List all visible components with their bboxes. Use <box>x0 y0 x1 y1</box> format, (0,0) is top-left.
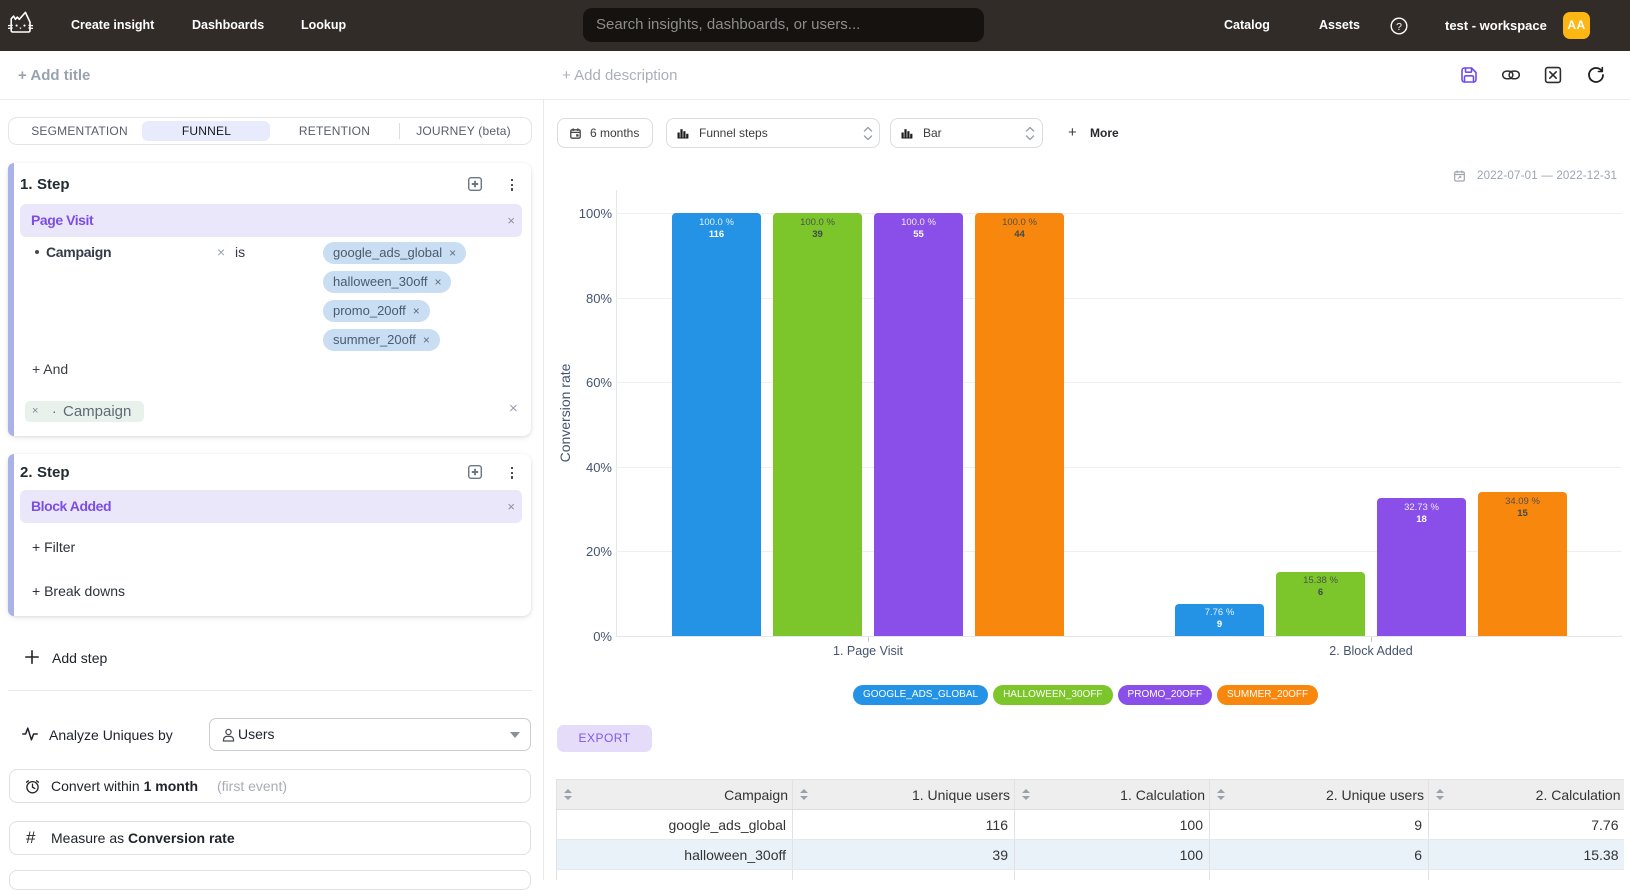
svg-text:?: ? <box>1396 21 1402 33</box>
